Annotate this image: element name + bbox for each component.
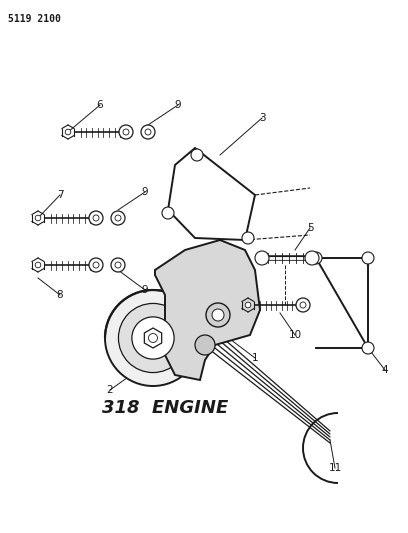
Text: 1: 1: [252, 353, 258, 363]
Text: 10: 10: [288, 330, 302, 340]
Circle shape: [118, 303, 188, 373]
Circle shape: [141, 125, 155, 139]
Circle shape: [105, 290, 201, 386]
Circle shape: [305, 251, 319, 265]
Polygon shape: [144, 328, 162, 348]
Polygon shape: [155, 240, 260, 380]
Circle shape: [206, 303, 230, 327]
Circle shape: [296, 298, 310, 312]
Text: 9: 9: [142, 187, 149, 197]
Circle shape: [35, 215, 41, 221]
Circle shape: [145, 129, 151, 135]
Circle shape: [65, 129, 71, 135]
Circle shape: [149, 334, 157, 343]
Circle shape: [93, 262, 99, 268]
Text: 7: 7: [57, 190, 63, 200]
Circle shape: [115, 262, 121, 268]
Circle shape: [111, 211, 125, 225]
Circle shape: [191, 149, 203, 161]
Text: 3: 3: [259, 113, 265, 123]
Text: 11: 11: [328, 463, 341, 473]
Circle shape: [300, 302, 306, 308]
Text: 2: 2: [106, 385, 113, 395]
Text: 5: 5: [307, 223, 313, 233]
Circle shape: [89, 211, 103, 225]
Circle shape: [115, 215, 121, 221]
Text: 5119 2100: 5119 2100: [8, 14, 61, 24]
Circle shape: [119, 125, 133, 139]
Text: 4: 4: [382, 365, 388, 375]
Circle shape: [89, 258, 103, 272]
Circle shape: [310, 252, 322, 264]
Circle shape: [162, 207, 174, 219]
Circle shape: [255, 251, 269, 265]
Circle shape: [212, 309, 224, 321]
Text: 9: 9: [142, 285, 149, 295]
Circle shape: [123, 129, 129, 135]
Circle shape: [132, 317, 174, 359]
Text: 318  ENGINE: 318 ENGINE: [102, 399, 228, 417]
Circle shape: [35, 262, 41, 268]
Circle shape: [93, 215, 99, 221]
Circle shape: [242, 232, 254, 244]
Text: 6: 6: [97, 100, 103, 110]
Text: 9: 9: [175, 100, 181, 110]
Circle shape: [111, 258, 125, 272]
Text: 8: 8: [57, 290, 63, 300]
Circle shape: [362, 342, 374, 354]
Circle shape: [362, 252, 374, 264]
Circle shape: [245, 302, 251, 308]
Circle shape: [195, 335, 215, 355]
